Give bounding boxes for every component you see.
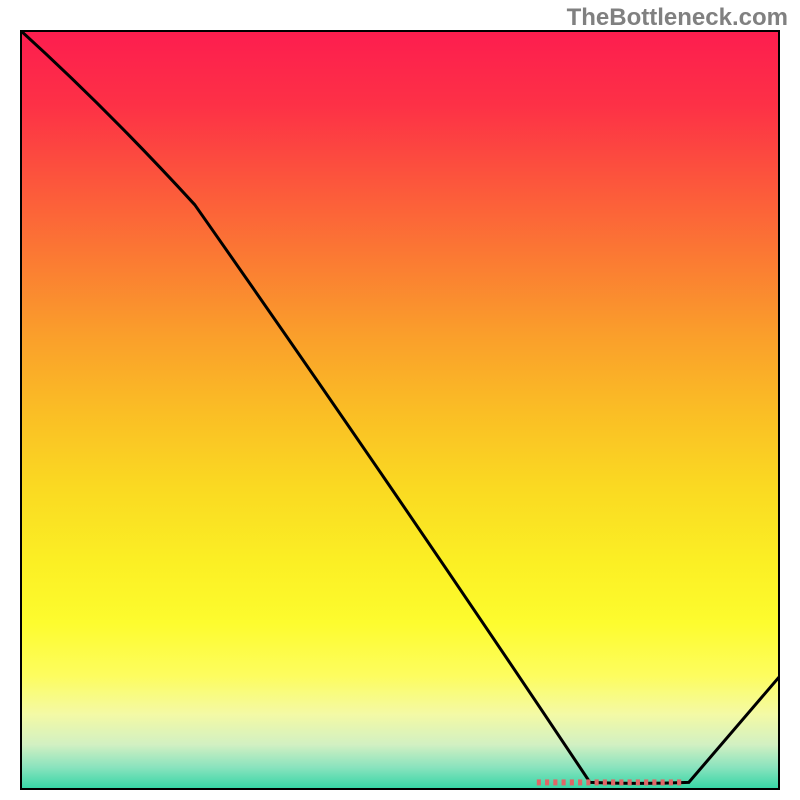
- watermark-text: TheBottleneck.com: [567, 4, 788, 32]
- chart-svg: [20, 30, 780, 790]
- chart-plot-area: [20, 30, 780, 790]
- chart-background: [20, 30, 780, 790]
